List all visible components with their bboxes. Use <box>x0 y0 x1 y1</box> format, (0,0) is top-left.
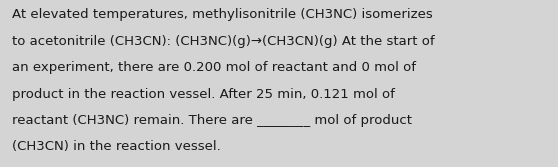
Text: reactant (CH3NC) remain. There are ________ mol of product: reactant (CH3NC) remain. There are _____… <box>12 114 412 127</box>
Text: to acetonitrile (CH3CN): (CH3NC)(g)→(CH3CN)(g) At the start of: to acetonitrile (CH3CN): (CH3NC)(g)→(CH3… <box>12 35 435 48</box>
Text: an experiment, there are 0.200 mol of reactant and 0 mol of: an experiment, there are 0.200 mol of re… <box>12 61 416 74</box>
Text: product in the reaction vessel. After 25 min, 0.121 mol of: product in the reaction vessel. After 25… <box>12 88 395 101</box>
Text: (CH3CN) in the reaction vessel.: (CH3CN) in the reaction vessel. <box>12 140 221 153</box>
Text: At elevated temperatures, methylisonitrile (CH3NC) isomerizes: At elevated temperatures, methylisonitri… <box>12 8 433 21</box>
